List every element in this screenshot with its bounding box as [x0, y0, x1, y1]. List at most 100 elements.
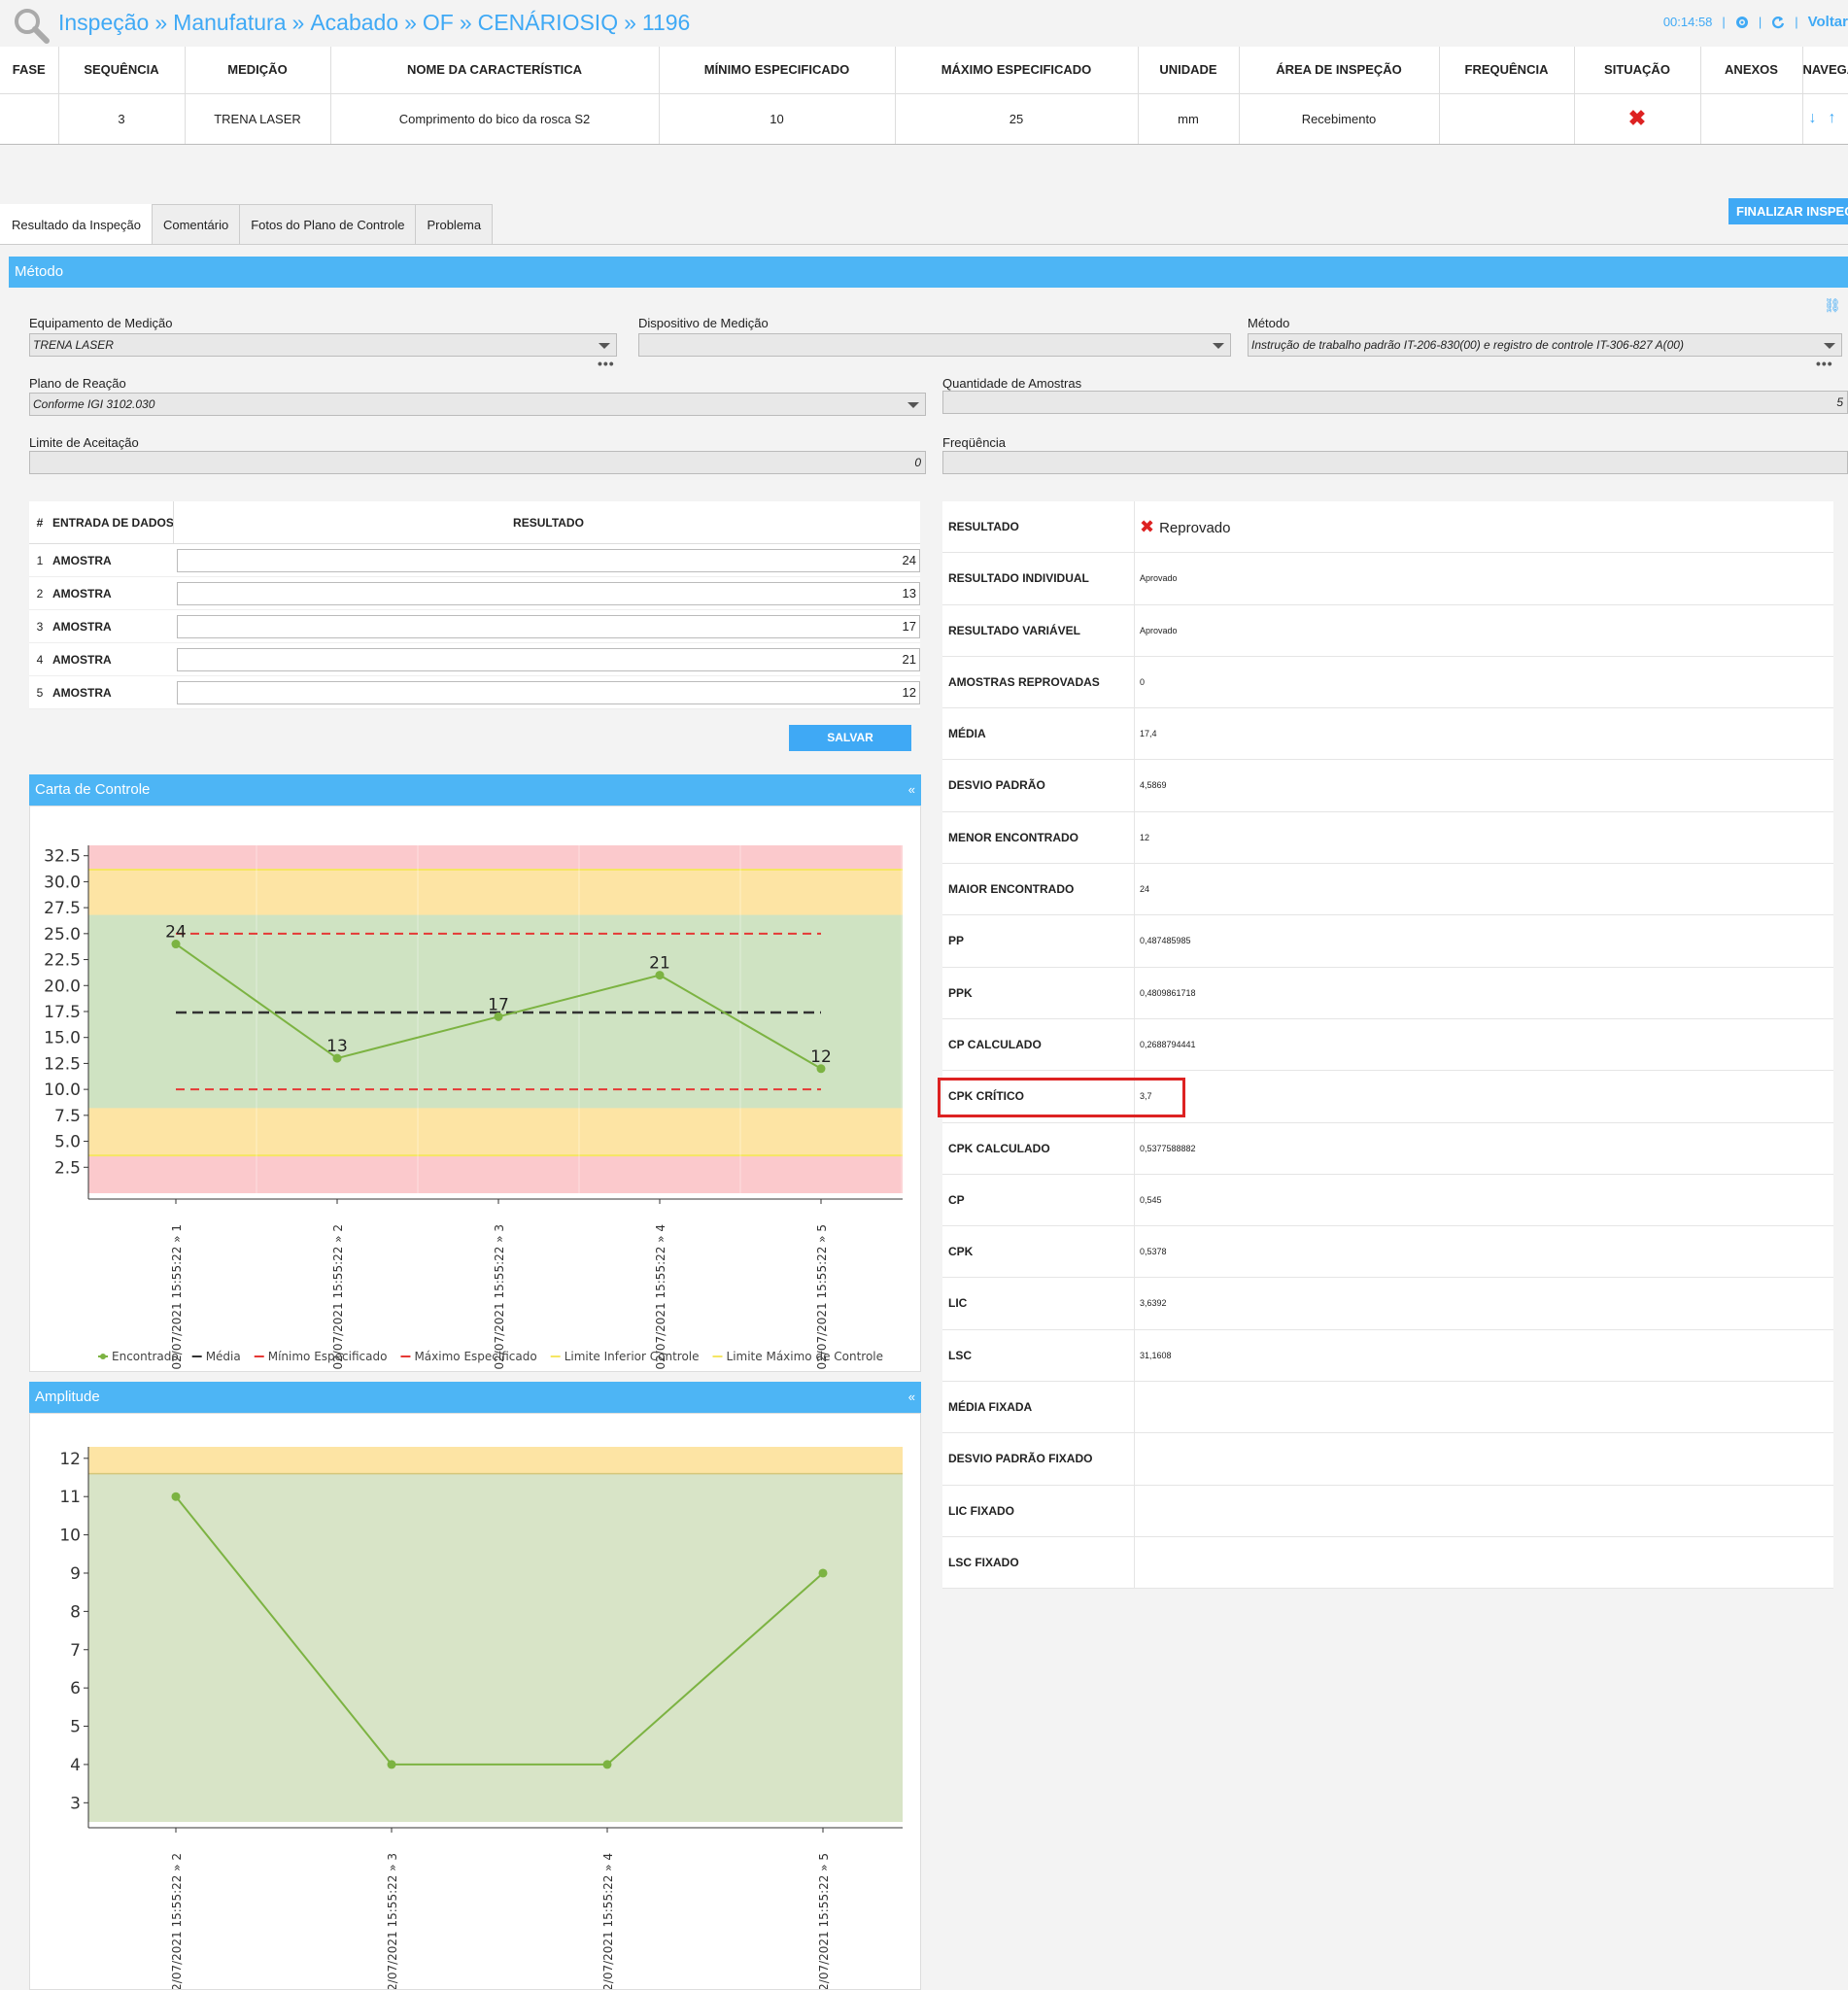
result-label: CPK CRÍTICO: [948, 1089, 1024, 1104]
carta-panel-header[interactable]: Carta de Controle «: [29, 774, 921, 806]
breadcrumb-item[interactable]: CENÁRIOSIQ: [477, 10, 619, 35]
back-link[interactable]: Voltar: [1807, 14, 1848, 30]
gear-icon[interactable]: [1735, 16, 1749, 29]
cell-sequencia: 3: [58, 93, 186, 144]
frequencia-input[interactable]: [942, 451, 1848, 474]
panel-title: Método: [15, 263, 64, 280]
tab-resultado[interactable]: Resultado da Inspeção: [0, 204, 153, 245]
y-tick-label: 15.0: [44, 1029, 81, 1048]
divider: [1134, 1122, 1135, 1174]
data-label: 24: [165, 923, 187, 943]
limite-input[interactable]: 0: [29, 451, 926, 474]
divider: [1134, 708, 1135, 760]
quantidade-input[interactable]: 5: [942, 391, 1848, 414]
cell-area: Recebimento: [1239, 93, 1440, 144]
y-tick-label: 10.0: [44, 1081, 81, 1100]
y-tick-label: 10: [59, 1527, 81, 1546]
result-row: PPK 0,4809861718: [942, 967, 1833, 1019]
divider: [1134, 501, 1135, 553]
result-value: ✖ Reprovado: [1140, 501, 1230, 554]
table-row: 4 AMOSTRA 21: [29, 643, 920, 676]
tab-divider: [0, 244, 1848, 245]
binoculars-icon[interactable]: ⛓: [1824, 297, 1841, 313]
quantidade-label: Quantidade de Amostras: [942, 376, 1082, 391]
breadcrumb-item[interactable]: Manufatura: [173, 10, 287, 35]
results-table: RESULTADO ✖ Reprovado RESULTADO INDIVIDUAL…: [942, 501, 1833, 1590]
tab-problema[interactable]: Problema: [415, 204, 494, 245]
result-row: AMOSTRAS REPROVADAS 0: [942, 656, 1833, 709]
metodo-panel-header[interactable]: Método: [9, 257, 1848, 288]
amplitude-chart-svg: 3 4 5 6 7 8 9 10 11 12 02/07/2021 15:55:22 » 2 02/0…: [59, 1447, 903, 1989]
row-number: 2: [36, 587, 44, 600]
metodo-select[interactable]: Instrução de trabalho padrão IT-206-830(…: [1248, 333, 1842, 357]
table-row: 2 AMOSTRA 13: [29, 577, 920, 610]
y-tick-label: 9: [70, 1564, 81, 1584]
divider: [1134, 656, 1135, 708]
dispositivo-select[interactable]: [638, 333, 1231, 357]
y-tick-label: 27.5: [44, 899, 81, 918]
result-row: DESVIO PADRÃO FIXADO: [942, 1433, 1833, 1486]
data-point: [655, 971, 665, 980]
divider: [1134, 1071, 1135, 1122]
arrow-down-icon[interactable]: ↓: [1808, 110, 1817, 127]
divider: [1134, 1226, 1135, 1278]
refresh-icon[interactable]: [1771, 16, 1785, 29]
y-tick-label: 2.5: [54, 1158, 81, 1178]
result-input[interactable]: 17: [177, 615, 920, 638]
result-label: LIC FIXADO: [948, 1503, 1014, 1518]
breadcrumb-item[interactable]: Acabado: [310, 10, 399, 35]
result-label: RESULTADO: [948, 520, 1019, 533]
equipamento-select[interactable]: TRENA LASER: [29, 333, 617, 357]
result-value: 0,5377588882: [1140, 1143, 1196, 1153]
tab-fotos[interactable]: Fotos do Plano de Controle: [239, 204, 417, 245]
arrow-up-icon[interactable]: ↑: [1828, 110, 1836, 127]
x-tick-label: 02/07/2021 15:55:22 » 5: [815, 1224, 829, 1369]
cell-fase: [0, 93, 59, 144]
divider: |: [1795, 15, 1798, 29]
x-tick-label: 02/07/2021 15:55:22 » 4: [601, 1853, 615, 1989]
result-label: LIC: [948, 1296, 968, 1311]
divider: [173, 501, 174, 543]
y-tick-label: 7: [70, 1641, 81, 1661]
tab-comentario[interactable]: Comentário: [151, 204, 241, 245]
row-label: AMOSTRA: [52, 686, 112, 700]
divider: [1134, 811, 1135, 864]
result-input[interactable]: 12: [177, 681, 920, 704]
cell-nome: Comprimento do bico da rosca S2: [330, 93, 660, 144]
breadcrumb-item[interactable]: Inspeção: [58, 10, 150, 35]
save-button[interactable]: SALVAR: [789, 725, 911, 751]
amplitude-panel-header[interactable]: Amplitude «: [29, 1382, 921, 1413]
result-value: 0,545: [1140, 1194, 1162, 1205]
more-icon[interactable]: •••: [598, 356, 615, 371]
result-value: 4,5869: [1140, 780, 1167, 791]
result-input[interactable]: 13: [177, 582, 920, 605]
collapse-icon[interactable]: «: [907, 782, 915, 797]
breadcrumb-item[interactable]: OF: [422, 10, 454, 35]
result-label: DESVIO PADRÃO: [948, 778, 1045, 793]
data-point: [816, 1064, 826, 1074]
characteristic-table: FASE SEQUÊNCIA MEDIÇÃO NOME DA CARACTERÍ…: [0, 47, 1848, 145]
collapse-icon[interactable]: «: [907, 1390, 915, 1404]
result-label: MENOR ENCONTRADO: [948, 830, 1078, 844]
x-tick-label: 02/07/2021 15:55:22 » 1: [170, 1224, 184, 1369]
result-input[interactable]: 21: [177, 648, 920, 671]
result-input[interactable]: 24: [177, 549, 920, 572]
table-row[interactable]: 3 TRENA LASER Comprimento do bico da ros…: [0, 93, 1848, 144]
result-row: MÉDIA FIXADA: [942, 1382, 1833, 1434]
finalizar-button[interactable]: FINALIZAR INSPEÇÃO: [1728, 198, 1848, 224]
result-row: LSC FIXADO: [942, 1536, 1833, 1590]
plano-select[interactable]: Conforme IGI 3102.030: [29, 393, 926, 416]
divider: [1134, 1278, 1135, 1329]
result-label: AMOSTRAS REPROVADAS: [948, 674, 1100, 689]
table-header-row: FASE SEQUÊNCIA MEDIÇÃO NOME DA CARACTERÍ…: [0, 47, 1848, 94]
divider: [1134, 864, 1135, 915]
result-label: CP: [948, 1192, 965, 1207]
y-tick-label: 20.0: [44, 977, 81, 996]
breadcrumb-separator: »: [404, 10, 417, 35]
more-icon[interactable]: •••: [1816, 356, 1833, 371]
column-header: MÁXIMO ESPECIFICADO: [895, 47, 1139, 94]
breadcrumb-separator: »: [154, 10, 168, 35]
y-tick-label: 12.5: [44, 1054, 81, 1074]
result-label: MÉDIA FIXADA: [948, 1400, 1033, 1415]
result-value: 17,4: [1140, 729, 1157, 739]
